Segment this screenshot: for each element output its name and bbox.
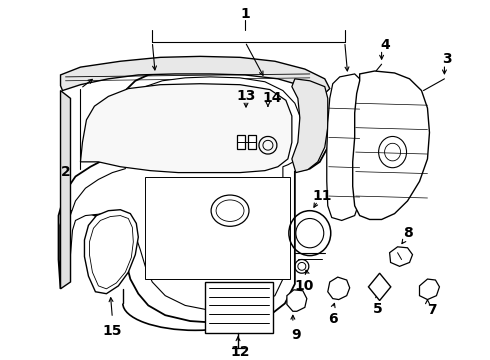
- Polygon shape: [327, 74, 362, 220]
- Polygon shape: [58, 69, 328, 323]
- Polygon shape: [80, 84, 292, 172]
- Polygon shape: [90, 216, 133, 289]
- Polygon shape: [145, 176, 290, 279]
- Bar: [205, 282, 273, 333]
- Text: 5: 5: [373, 302, 383, 316]
- Polygon shape: [328, 277, 350, 300]
- Text: 12: 12: [230, 345, 250, 359]
- Text: 13: 13: [236, 89, 256, 103]
- Polygon shape: [368, 273, 391, 301]
- Polygon shape: [419, 279, 440, 300]
- Text: 2: 2: [61, 165, 71, 179]
- Polygon shape: [84, 210, 138, 294]
- Text: 10: 10: [294, 279, 314, 293]
- Text: 15: 15: [102, 324, 122, 338]
- Polygon shape: [69, 77, 303, 310]
- Text: 6: 6: [328, 312, 338, 326]
- Polygon shape: [292, 79, 328, 172]
- Text: 4: 4: [381, 38, 391, 51]
- Polygon shape: [61, 91, 71, 289]
- Text: 9: 9: [291, 328, 301, 342]
- Polygon shape: [61, 57, 330, 94]
- Text: 14: 14: [262, 91, 282, 105]
- Text: 3: 3: [442, 52, 452, 66]
- Text: 11: 11: [312, 189, 332, 203]
- Polygon shape: [287, 290, 307, 311]
- Text: 7: 7: [427, 303, 436, 317]
- Bar: [237, 135, 245, 149]
- Polygon shape: [390, 247, 413, 266]
- Text: 1: 1: [240, 7, 250, 21]
- Bar: [248, 135, 256, 149]
- Polygon shape: [353, 71, 429, 220]
- Text: 8: 8: [403, 226, 413, 240]
